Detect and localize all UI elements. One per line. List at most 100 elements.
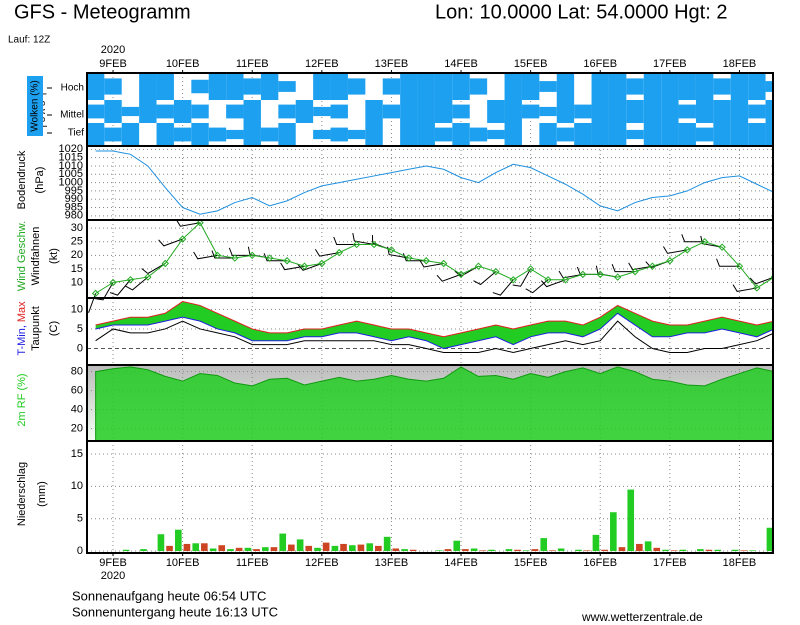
wind-speed-point bbox=[318, 259, 326, 268]
y-tick-label: 0 bbox=[77, 545, 83, 557]
cloud-cover bbox=[243, 78, 261, 95]
cloud-cover bbox=[695, 127, 714, 142]
cloud-cover bbox=[504, 73, 522, 100]
x-tick-label-top: 18FEB bbox=[723, 58, 757, 70]
precip-bar bbox=[436, 550, 443, 552]
precip-bar bbox=[766, 527, 773, 552]
ylabel: 2m RF (%) bbox=[16, 373, 28, 426]
wind-speed-point bbox=[161, 259, 169, 268]
cloud-cover bbox=[226, 104, 244, 119]
precip-bar bbox=[305, 545, 313, 552]
cloud-cover bbox=[452, 104, 470, 119]
wind-speed-point bbox=[613, 273, 622, 281]
x-tick-label-bottom: 14FEB bbox=[444, 557, 478, 569]
ylabel-part: 2m RF (%) bbox=[16, 373, 28, 426]
cloud-cover bbox=[469, 78, 488, 95]
precip-bar bbox=[549, 550, 556, 552]
precip-bar bbox=[662, 549, 669, 552]
wind-speed-point bbox=[700, 238, 709, 246]
cloud-cover bbox=[695, 100, 714, 123]
wind-barb bbox=[749, 276, 773, 285]
x-tick-label-top: 15FEB bbox=[514, 58, 548, 70]
cloud-cover bbox=[730, 73, 749, 100]
ylabel: T-Min, Max bbox=[16, 301, 28, 356]
wind-barb bbox=[454, 265, 479, 277]
y-tick-label: 5 bbox=[77, 323, 83, 335]
wind-barb bbox=[436, 273, 462, 282]
precip-bar bbox=[122, 549, 130, 552]
cloud-cover bbox=[191, 79, 209, 94]
precip-bar bbox=[488, 549, 495, 552]
cloud-cover bbox=[713, 123, 731, 146]
y-tick-label: 985 bbox=[65, 201, 83, 213]
cloud-cover bbox=[765, 123, 773, 146]
y-tick-label: 990 bbox=[65, 193, 83, 205]
ylabel: (mm) bbox=[36, 481, 48, 507]
cloud-cover bbox=[713, 100, 731, 123]
cloud-cover bbox=[87, 73, 105, 100]
precip-bar bbox=[235, 547, 243, 552]
wind-barb bbox=[87, 293, 97, 313]
wind-barb bbox=[700, 235, 723, 248]
y-tick-label: 10 bbox=[71, 276, 83, 288]
cloud-cover bbox=[643, 123, 662, 146]
cloud-cover bbox=[400, 100, 418, 123]
wind-speed-point bbox=[126, 276, 135, 284]
title: GFS - Meteogramm bbox=[14, 1, 191, 23]
cloud-cover bbox=[608, 123, 627, 146]
y-tick-label: 30 bbox=[71, 222, 83, 234]
cloud-cover bbox=[591, 100, 609, 123]
cloud-cover bbox=[452, 123, 470, 146]
wind-speed-point bbox=[248, 251, 256, 260]
cloud-cover bbox=[382, 104, 401, 119]
precip-bar bbox=[401, 549, 408, 552]
cloud-cover bbox=[208, 73, 227, 100]
wind-barb bbox=[662, 246, 688, 254]
wind-barb bbox=[125, 276, 149, 291]
wind-speed-point bbox=[283, 257, 291, 265]
precip-bar bbox=[314, 547, 321, 552]
wind-speed-point bbox=[631, 267, 639, 276]
wind-speed-point bbox=[492, 267, 500, 276]
precip-bar bbox=[340, 543, 347, 552]
precip-bar bbox=[523, 550, 530, 552]
precip-bar bbox=[592, 534, 600, 552]
cloud-cover bbox=[104, 100, 122, 123]
cloud-cover bbox=[191, 123, 209, 146]
wind-barb bbox=[175, 219, 201, 227]
precip-bar bbox=[601, 549, 608, 552]
y-tick-label: 10 bbox=[71, 303, 83, 315]
cloud-cover bbox=[643, 73, 662, 100]
wind-barb bbox=[211, 250, 235, 259]
ylabel: Niederschlag bbox=[16, 462, 28, 526]
wind-barb bbox=[95, 282, 114, 301]
x-tick-label-bottom: 15FEB bbox=[514, 557, 548, 569]
wind-speed-line bbox=[95, 221, 773, 294]
cloud-cover bbox=[278, 81, 296, 92]
wind-barb bbox=[109, 279, 131, 296]
cloud-cover bbox=[417, 73, 435, 100]
precip-bar bbox=[140, 549, 147, 552]
ylabel: Wind Geschw. bbox=[16, 221, 28, 291]
cloud-cover bbox=[313, 106, 331, 117]
cloud-cover bbox=[278, 123, 296, 146]
wind-barb bbox=[541, 279, 566, 288]
wolken-box bbox=[27, 76, 43, 136]
wind-speed-point bbox=[683, 246, 691, 254]
ylabel-part: Windfahnen bbox=[30, 227, 42, 286]
x-tick-label-top: 13FEB bbox=[375, 58, 409, 70]
cloud-cover bbox=[452, 73, 470, 100]
ylabel: (hPa) bbox=[34, 167, 46, 194]
cloud-cover bbox=[104, 78, 122, 95]
precip-bar bbox=[653, 547, 661, 552]
cloud-cover bbox=[434, 73, 453, 100]
ylabel-part: Niederschlag bbox=[16, 462, 28, 526]
wind-barb bbox=[558, 270, 583, 279]
wind-barb bbox=[732, 284, 757, 292]
cloud-cover bbox=[643, 100, 662, 123]
cloud-cover bbox=[608, 100, 627, 123]
wind-barb bbox=[512, 268, 532, 287]
y-tick-label: 1020 bbox=[59, 143, 83, 155]
y-tick-label: 980 bbox=[65, 210, 83, 222]
cloud-cover bbox=[748, 123, 766, 146]
